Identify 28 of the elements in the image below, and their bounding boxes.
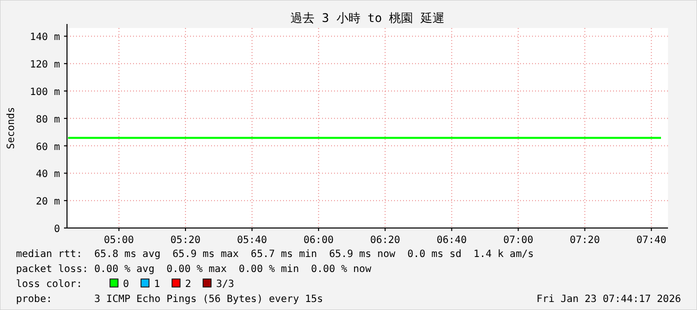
y-tick-label: 100 m xyxy=(30,87,60,98)
y-tick-label: 120 m xyxy=(30,60,60,71)
x-tick-label: 07:20 xyxy=(570,235,600,246)
legend-label: 0 xyxy=(123,279,130,290)
y-axis-title: Seconds xyxy=(6,106,17,150)
x-tick-label: 07:00 xyxy=(503,235,534,246)
x-tick-label: 05:40 xyxy=(236,235,268,246)
legend-label: 2 xyxy=(185,279,192,290)
chart-title: 過去 3 小時 to 桃園 延遲 xyxy=(290,11,444,25)
text: median rtt: 65.8 ms avg 65.9 ms max 65.7 ms min 65.9 ms now 0.0 ms sd 1.4 k am/s xyxy=(16,249,534,260)
legend-label: 1 xyxy=(154,279,160,290)
x-tick-label: 05:00 xyxy=(104,235,134,246)
legend-title: loss color: xyxy=(16,279,82,290)
y-tick-label: 0 xyxy=(54,224,60,235)
y-tick-label: 20 m xyxy=(36,196,60,208)
text: Fri Jan 23 07:44:17 2026 xyxy=(536,294,681,305)
x-tick-label: 06:20 xyxy=(370,235,400,246)
legend-label: 3/3 xyxy=(216,279,234,290)
y-tick-label: 60 m xyxy=(36,142,60,153)
x-tick-label: 07:40 xyxy=(636,235,666,246)
x-tick-label: 06:40 xyxy=(436,235,467,246)
y-tick-label: 140 m xyxy=(30,32,60,44)
y-tick-label: 80 m xyxy=(36,114,60,126)
text: packet loss: 0.00 % avg 0.00 % max 0.00 % min 0.00 % now xyxy=(16,264,372,275)
text: probe: 3 ICMP Echo Pings (56 Bytes) every 15s xyxy=(16,294,324,305)
x-tick-label: 05:20 xyxy=(170,235,201,246)
x-tick-label: 06:00 xyxy=(304,235,334,246)
y-tick-label: 40 m xyxy=(36,169,60,180)
